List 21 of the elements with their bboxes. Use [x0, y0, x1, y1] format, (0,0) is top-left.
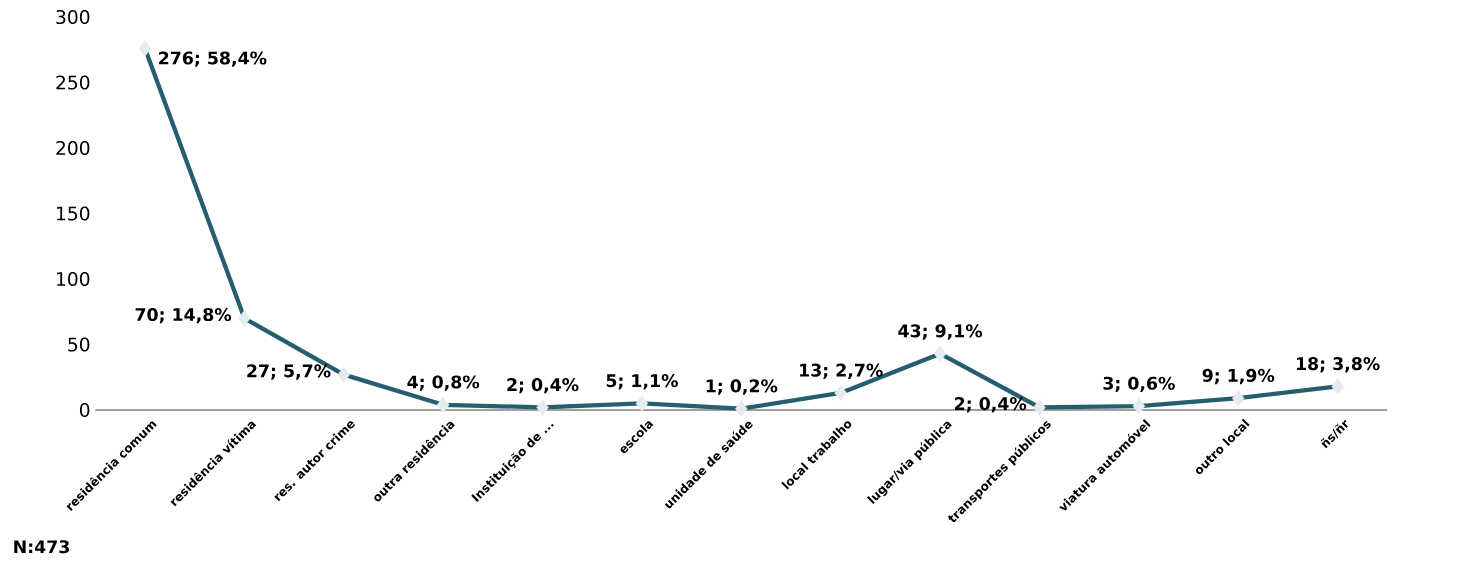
y-tick-label: 50 — [68, 337, 90, 352]
y-tick-label: 0 — [79, 402, 90, 418]
text: N:473 — [14, 540, 69, 554]
data-label: 4; 0,8% — [407, 375, 480, 391]
data-label: 27; 5,7% — [247, 364, 331, 380]
data-label: 2; 0,4% — [507, 378, 579, 394]
y-tick-label: 200 — [56, 140, 90, 156]
data-label: 2; 0,4% — [955, 397, 1027, 413]
data-label: 70; 14,8% — [135, 307, 232, 324]
data-label: 276; 58,4% — [159, 51, 267, 67]
data-label: 3; 0,6% — [1103, 376, 1175, 393]
y-tick-label: 150 — [57, 206, 90, 221]
y-tick-label: 100 — [57, 271, 90, 287]
data-label: 1; 0,2% — [706, 379, 778, 395]
data-label: 13; 2,7% — [800, 363, 883, 379]
data-label: 43; 9,1% — [898, 324, 983, 340]
y-tick-label: 300 — [56, 9, 90, 25]
data-label: 18; 3,8% — [1297, 357, 1380, 373]
data-label: 9; 1,9% — [1202, 368, 1275, 385]
y-tick-label: 250 — [56, 75, 90, 90]
data-label: 5; 1,1% — [606, 374, 678, 390]
